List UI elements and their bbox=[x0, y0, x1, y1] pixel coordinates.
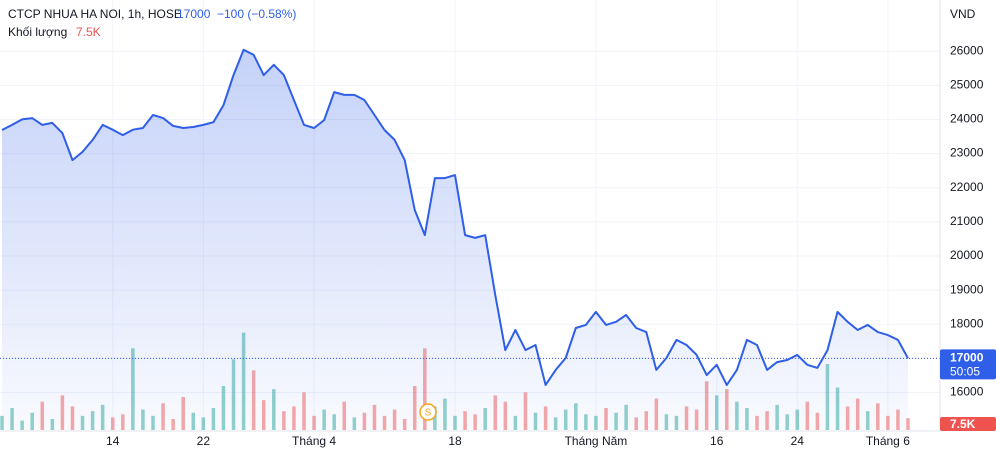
price-line bbox=[1, 48, 909, 386]
y-tick-label: 18000 bbox=[950, 316, 984, 330]
price-pane bbox=[0, 48, 940, 431]
y-tick-label: 20000 bbox=[950, 248, 984, 262]
y-tick-label: 16000 bbox=[950, 385, 984, 399]
x-tick-label: Tháng 6 bbox=[866, 434, 910, 448]
split-icon-label: S bbox=[425, 408, 432, 419]
last-price-label: 17000 bbox=[950, 351, 984, 365]
x-tick-label: 14 bbox=[106, 434, 120, 448]
countdown-label: 50:05 bbox=[950, 365, 980, 379]
x-tick-label: Tháng Năm bbox=[565, 434, 628, 448]
y-tick-label: 19000 bbox=[950, 282, 984, 296]
header-change: −100 (−0.58%) bbox=[217, 7, 296, 21]
y-tick-label: 22000 bbox=[950, 180, 984, 194]
last-volume-label: 7.5K bbox=[950, 417, 976, 431]
y-tick-label: 24000 bbox=[950, 112, 984, 126]
header-price: 17000 bbox=[177, 7, 211, 21]
split-icon[interactable] bbox=[419, 403, 437, 421]
x-tick-label: 18 bbox=[448, 434, 462, 448]
last-volume-badge bbox=[940, 417, 996, 431]
x-tick-label: Tháng 4 bbox=[292, 434, 336, 448]
currency-label: VND bbox=[950, 7, 976, 21]
x-tick-label: 24 bbox=[791, 434, 805, 448]
chart-title: CTCP NHUA HA NOI, 1h, HOSE bbox=[8, 7, 182, 21]
x-tick-label: 22 bbox=[197, 434, 211, 448]
last-price-badge bbox=[940, 349, 996, 380]
volume-legend: Khối lượng bbox=[8, 25, 67, 39]
y-tick-label: 26000 bbox=[950, 43, 984, 57]
y-tick-label: 23000 bbox=[950, 146, 984, 160]
price-area bbox=[2, 49, 908, 431]
y-tick-label: 21000 bbox=[950, 214, 984, 228]
y-tick-label: 25000 bbox=[950, 77, 984, 91]
x-tick-label: 16 bbox=[710, 434, 724, 448]
volume-legend-value: 7.5K bbox=[76, 25, 101, 39]
